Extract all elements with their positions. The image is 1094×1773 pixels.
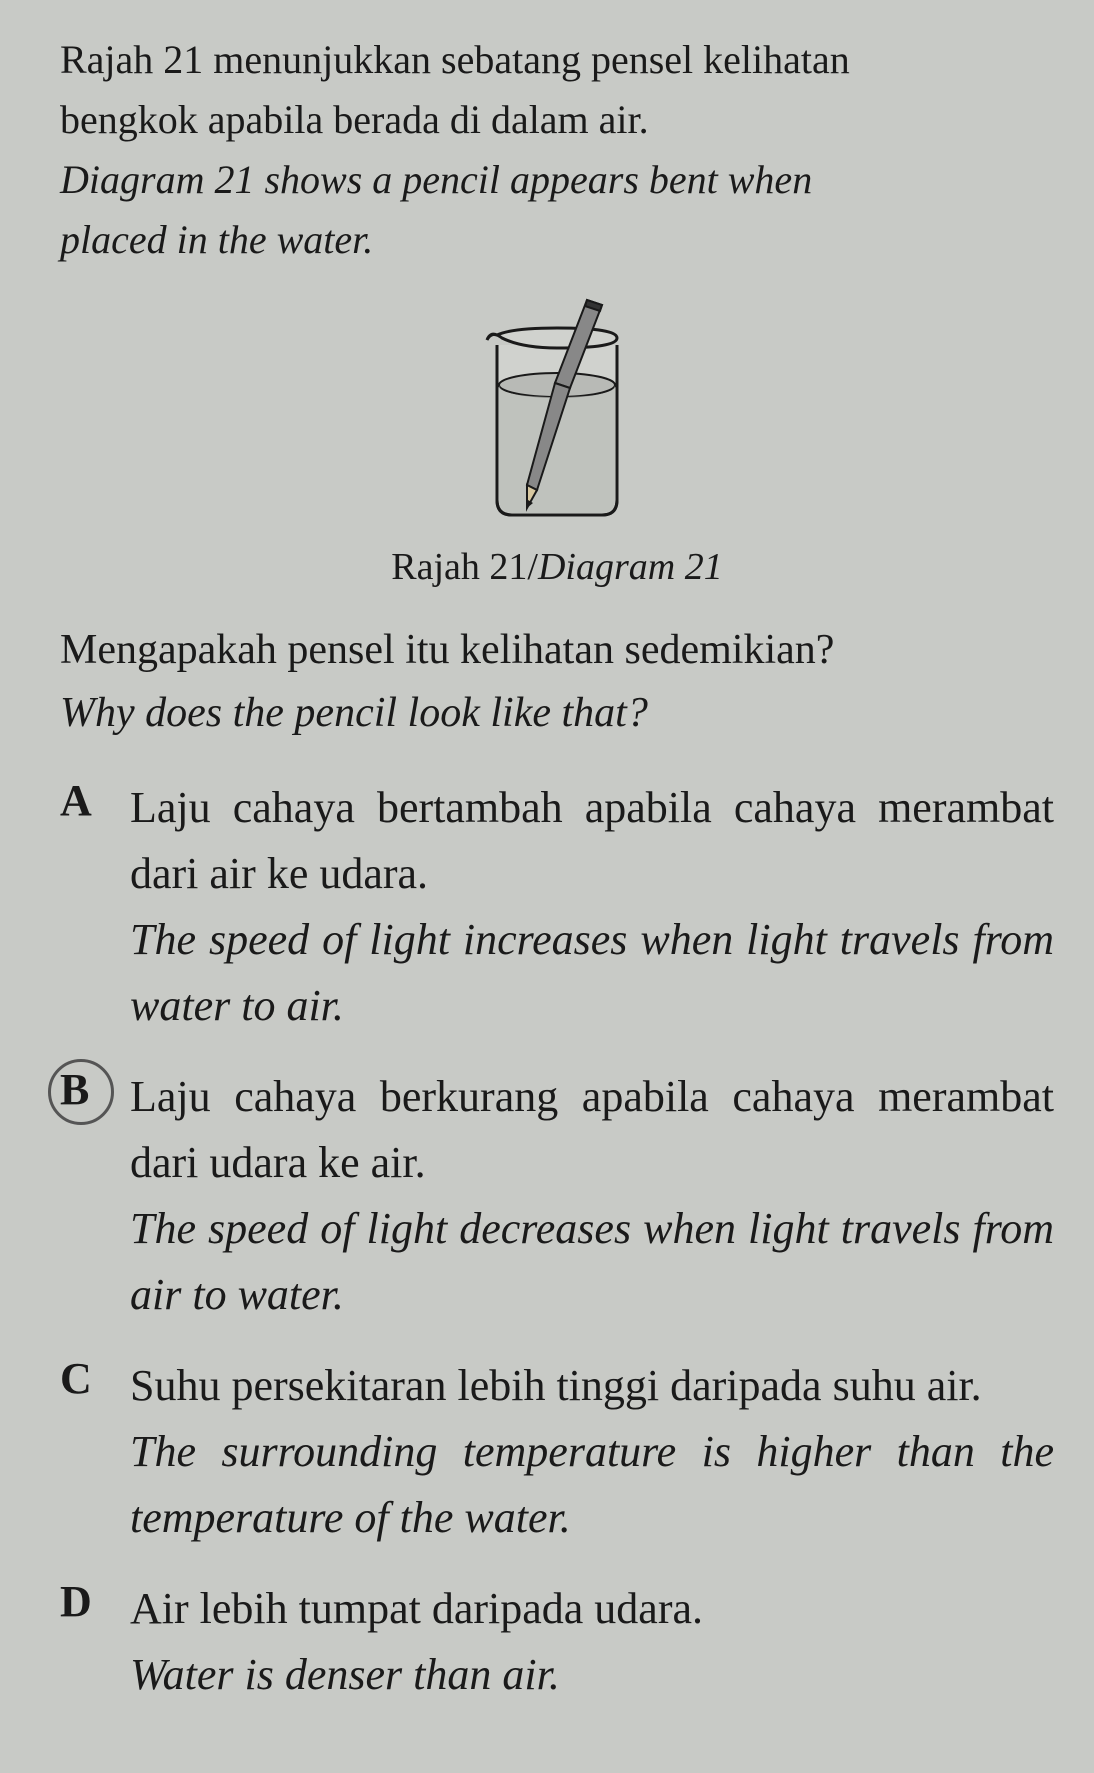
option-letter-d: D [60, 1576, 130, 1627]
diagram-container [60, 290, 1054, 530]
question-bm: Mengapakah pensel itu kelihatan sedemiki… [60, 619, 1054, 682]
option-c: CSuhu persekitaran lebih tinggi daripada… [60, 1353, 1054, 1551]
caption-bm: Rajah 21 [391, 546, 527, 588]
question-block: Mengapakah pensel itu kelihatan sedemiki… [60, 619, 1054, 745]
option-a: ALaju cahaya bertambah apabila cahaya me… [60, 775, 1054, 1039]
option-text-b: Laju cahaya berkurang apabila cahaya mer… [130, 1064, 1054, 1328]
option-d: DAir lebih tumpat daripada udara.Water i… [60, 1576, 1054, 1708]
intro-en-line2: placed in the water. [60, 210, 1054, 270]
intro-block: Rajah 21 menunjukkan sebatang pensel kel… [60, 30, 1054, 270]
option-bm-b: Laju cahaya berkurang apabila cahaya mer… [130, 1064, 1054, 1196]
option-b: BLaju cahaya berkurang apabila cahaya me… [60, 1064, 1054, 1328]
option-letter-b: B [60, 1064, 130, 1115]
intro-en-line1: Diagram 21 shows a pencil appears bent w… [60, 150, 1054, 210]
option-text-d: Air lebih tumpat daripada udara.Water is… [130, 1576, 1054, 1708]
option-letter-a: A [60, 775, 130, 826]
option-en-d: Water is denser than air. [130, 1642, 1054, 1708]
option-bm-d: Air lebih tumpat daripada udara. [130, 1576, 1054, 1642]
caption-sep: / [527, 546, 538, 588]
option-letter-c: C [60, 1353, 130, 1404]
question-en: Why does the pencil look like that? [60, 682, 1054, 745]
intro-bm-line1: Rajah 21 menunjukkan sebatang pensel kel… [60, 30, 1054, 90]
option-bm-a: Laju cahaya bertambah apabila cahaya mer… [130, 775, 1054, 907]
intro-bm-line2: bengkok apabila berada di dalam air. [60, 90, 1054, 150]
options-list: ALaju cahaya bertambah apabila cahaya me… [60, 775, 1054, 1708]
option-text-c: Suhu persekitaran lebih tinggi daripada … [130, 1353, 1054, 1551]
option-en-a: The speed of light increases when light … [130, 907, 1054, 1039]
diagram-caption: Rajah 21/Diagram 21 [60, 545, 1054, 589]
option-en-c: The surrounding temperature is higher th… [130, 1419, 1054, 1551]
caption-en: Diagram 21 [538, 546, 723, 588]
option-bm-c: Suhu persekitaran lebih tinggi daripada … [130, 1353, 1054, 1419]
beaker-pencil-diagram [442, 290, 672, 530]
option-en-b: The speed of light decreases when light … [130, 1196, 1054, 1328]
option-text-a: Laju cahaya bertambah apabila cahaya mer… [130, 775, 1054, 1039]
